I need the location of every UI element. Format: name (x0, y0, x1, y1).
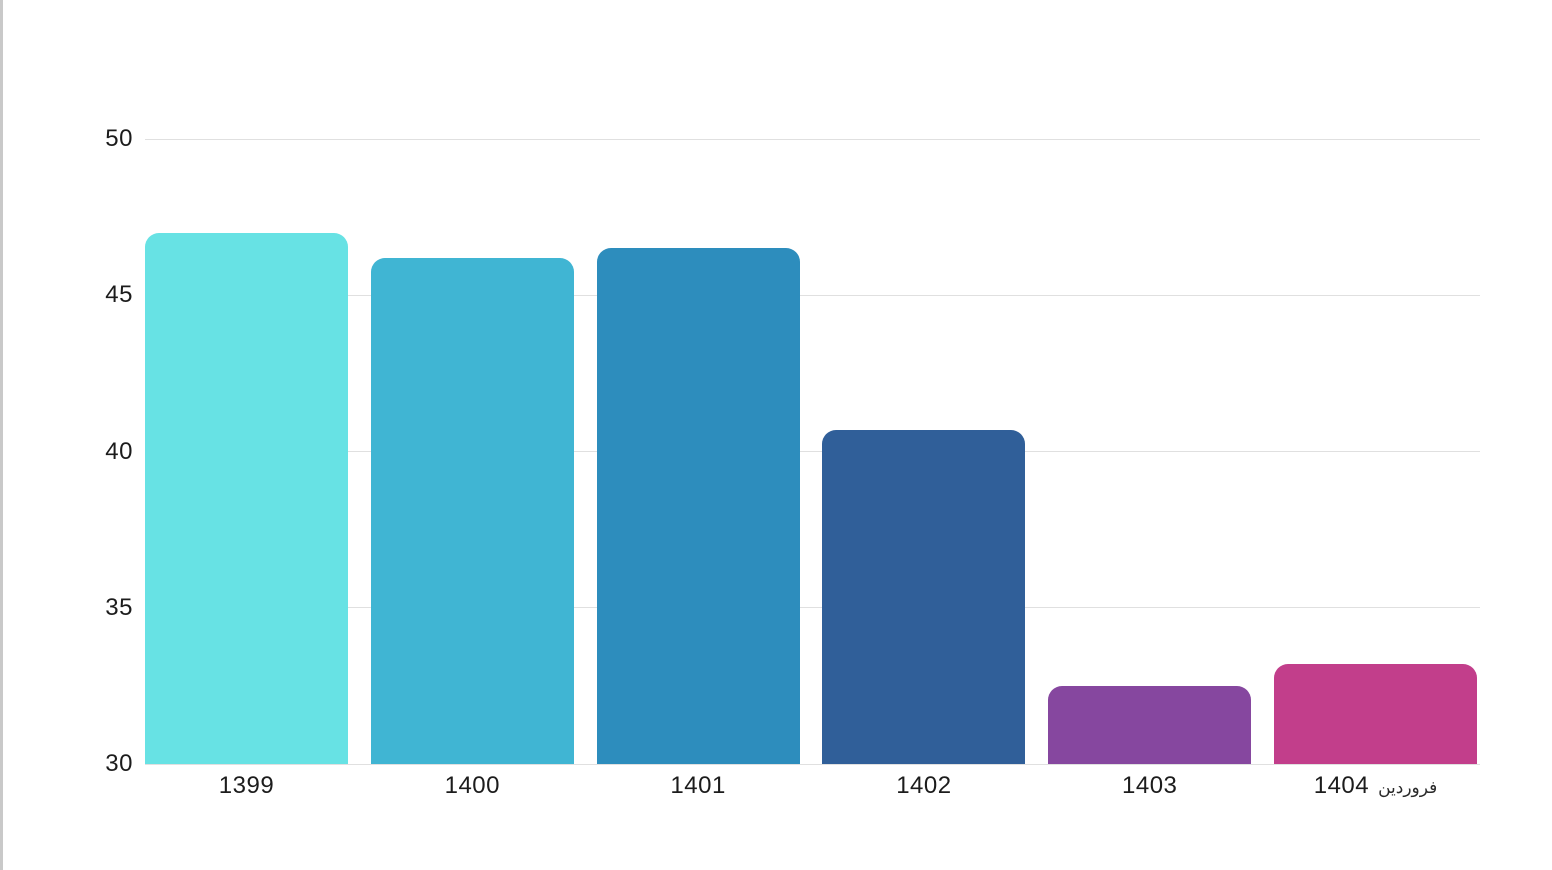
bar-1399[interactable] (145, 232, 348, 764)
y-axis-label-40: 40 (105, 437, 133, 465)
y-axis-label-35: 35 (105, 593, 133, 621)
bar-1402[interactable] (822, 429, 1026, 764)
gridline-35 (145, 607, 1480, 609)
x-axis-label-text: 1402 (896, 772, 952, 799)
y-axis-label-30: 30 (105, 750, 133, 777)
x-axis-label-text: 1401 (670, 772, 726, 799)
x-axis-label-farsi-month: فروردین (1378, 778, 1438, 797)
x-axis-label-1400: 1400 (445, 772, 500, 800)
y-axis-label-45: 45 (105, 281, 133, 309)
x-axis-label-text: 1399 (218, 772, 275, 799)
x-axis-label-1399: 1399 (219, 772, 274, 800)
bar-1404[interactable] (1274, 664, 1477, 764)
left-border-line (0, 0, 3, 870)
gridline-45 (145, 294, 1480, 296)
gridline-30 (145, 763, 1480, 765)
x-axis-label-1404-farvardin: 1404 فروردین (1314, 772, 1438, 800)
y-axis-label-50: 50 (105, 125, 133, 152)
x-axis-label-1403: 1403 (1122, 772, 1177, 800)
x-axis-label-text: 1404 (1313, 772, 1370, 799)
x-axis-label-text: 1403 (1121, 772, 1178, 799)
bar-1401[interactable] (596, 248, 800, 764)
x-axis-label-1401: 1401 (670, 772, 725, 800)
gridline-40 (145, 451, 1480, 452)
bar-1400[interactable] (370, 257, 574, 764)
bar-1403[interactable] (1048, 685, 1252, 764)
x-axis-label-text: 1400 (444, 772, 500, 799)
gridline-50 (145, 138, 1480, 140)
x-axis-label-1402: 1402 (896, 772, 951, 800)
